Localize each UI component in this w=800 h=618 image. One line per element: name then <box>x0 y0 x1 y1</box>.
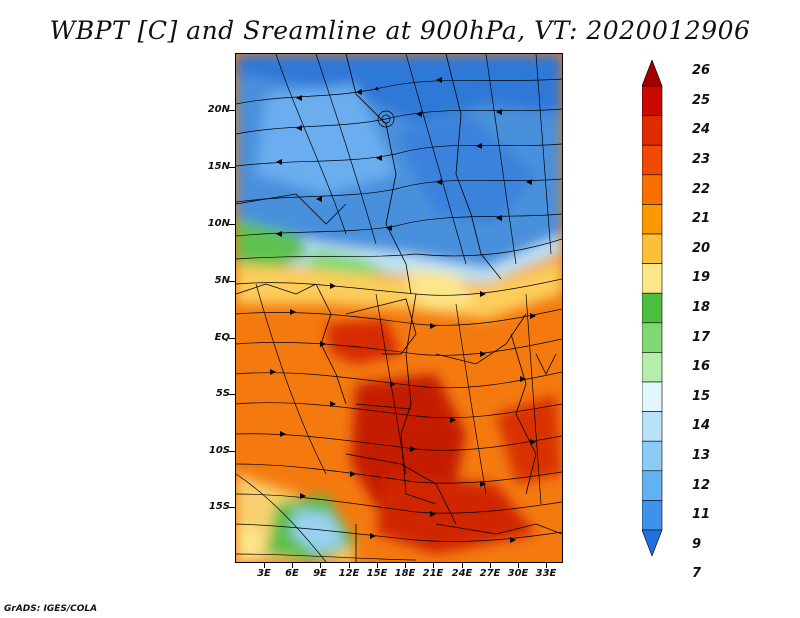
lon-tick <box>405 563 406 568</box>
colorbar-label: 17 <box>692 329 711 345</box>
colorbar-bin <box>642 322 663 353</box>
lat-label: 5N <box>214 275 230 286</box>
colorbar-bin <box>642 263 663 294</box>
lon-label: 27E <box>479 568 501 579</box>
lat-tick <box>229 507 235 508</box>
lon-label: 9E <box>313 568 327 579</box>
colorbar-label: 21 <box>692 211 711 227</box>
colorbar <box>642 60 663 557</box>
colorbar-label: 22 <box>692 181 711 197</box>
lon-tick <box>490 563 491 568</box>
lat-tick <box>229 451 235 452</box>
colorbar-label: 19 <box>692 270 711 286</box>
colorbar-bin <box>642 115 663 146</box>
lat-tick <box>229 394 235 395</box>
temperature-field <box>236 54 562 562</box>
map-title: WBPT [C] and Sreamline at 900hPa, VT: 20… <box>49 16 751 45</box>
colorbar-bin <box>642 174 663 205</box>
lon-tick <box>433 563 434 568</box>
colorbar-bin <box>642 352 663 383</box>
lon-tick <box>377 563 378 568</box>
colorbar-bin <box>642 411 663 442</box>
lon-tick <box>518 563 519 568</box>
colorbar-label: 24 <box>692 122 711 138</box>
colorbar-bin <box>642 233 663 264</box>
colorbar-label: 12 <box>692 477 711 493</box>
lon-tick <box>320 563 321 568</box>
colorbar-bin <box>642 440 663 472</box>
colorbar-label: 26 <box>692 63 711 79</box>
lon-label: 6E <box>285 568 299 579</box>
colorbar-label: 11 <box>692 507 711 523</box>
colorbar-bin <box>642 204 663 235</box>
lat-tick <box>229 167 235 168</box>
colorbar-label: 25 <box>692 92 711 108</box>
colorbar-bin <box>642 85 663 116</box>
lat-tick <box>229 338 235 339</box>
colorbar-bin <box>642 500 663 531</box>
colorbar-bin <box>642 381 663 412</box>
lon-tick <box>349 563 350 568</box>
colorbar-label: 7 <box>692 566 702 582</box>
colorbar-bin <box>642 470 663 501</box>
colorbar-label: 13 <box>692 448 711 463</box>
lon-label: 21E <box>422 568 444 579</box>
lat-label: 15N <box>207 161 230 172</box>
lat-label: 5S <box>215 388 230 399</box>
lon-tick <box>292 563 293 568</box>
lon-label: 15E <box>366 568 388 579</box>
lon-label: 33E <box>535 568 557 579</box>
lat-label: 10N <box>207 218 230 229</box>
lat-label: 10S <box>208 445 230 456</box>
lat-label: EQ <box>214 332 230 343</box>
lon-tick <box>546 563 547 568</box>
lat-label: 15S <box>208 501 230 512</box>
colorbar-label: 18 <box>692 300 711 315</box>
map-panel <box>235 53 563 563</box>
colorbar-bin <box>642 144 663 176</box>
colorbar-label: 16 <box>692 359 711 375</box>
lat-tick <box>229 110 235 111</box>
lon-label: 30E <box>507 568 529 579</box>
colorbar-bin <box>642 292 663 324</box>
lon-label: 3E <box>257 568 271 579</box>
lat-tick <box>229 224 235 225</box>
lon-label: 18E <box>394 568 416 579</box>
colorbar-label: 9 <box>692 536 702 552</box>
lon-label: 24E <box>451 568 473 579</box>
lat-tick <box>229 281 235 282</box>
colorbar-label: 14 <box>692 418 711 434</box>
lon-label: 12E <box>338 568 360 579</box>
colorbar-label: 20 <box>692 240 711 256</box>
colorbar-label: 15 <box>692 388 711 404</box>
colorbar-cap-bottom <box>642 529 663 557</box>
grads-credit: GrADS: IGES/COLA <box>4 604 98 614</box>
streamlines <box>236 54 562 562</box>
lon-tick <box>462 563 463 568</box>
streamline-arrows <box>270 77 536 543</box>
lat-label: 20N <box>207 104 230 115</box>
colorbar-cap-top <box>642 60 663 87</box>
colorbar-label: 23 <box>692 152 711 167</box>
lon-tick <box>264 563 265 568</box>
